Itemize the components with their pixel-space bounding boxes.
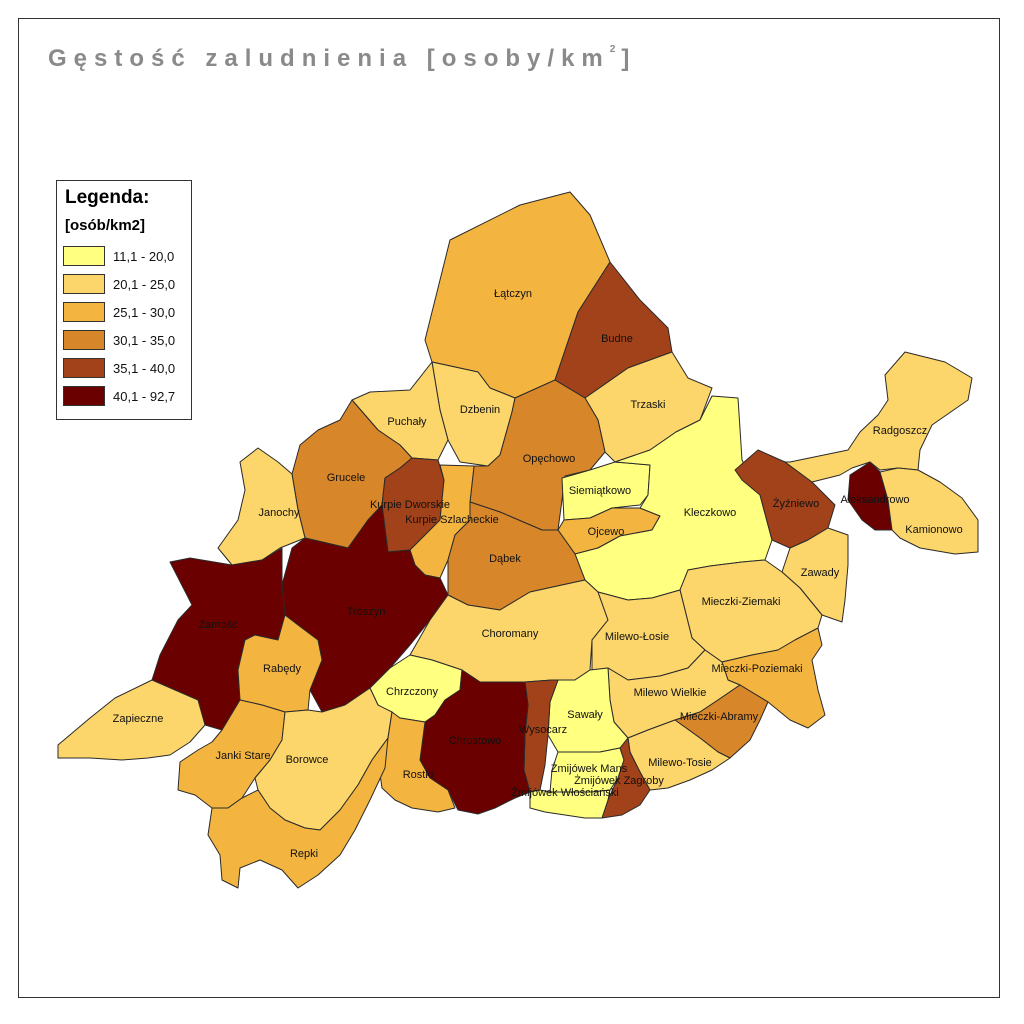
legend-label: 20,1 - 25,0 [113, 276, 176, 292]
legend-item: 30,1 - 35,0 [63, 326, 185, 354]
legend-label: 11,1 - 20,0 [113, 248, 175, 264]
legend-item: 11,1 - 20,0 [63, 242, 185, 270]
region-polygon [177, 699, 286, 809]
region-label: Kurpie Szlacheckie [405, 514, 499, 526]
region-label: Dąbek [489, 553, 521, 565]
legend-swatch [63, 274, 105, 294]
region-label: Janki Stare [215, 750, 270, 762]
legend-swatch [63, 302, 105, 322]
region-label: Żyźniewo [773, 497, 819, 510]
legend-swatch [63, 358, 105, 378]
region-label: Radgoszcz [873, 425, 927, 437]
region-polygon [217, 447, 306, 566]
region-polygon [57, 679, 206, 761]
region-label: Kleczkowo [684, 507, 737, 519]
region-label: Chrzczony [386, 686, 438, 698]
region-label: Ojcewo [588, 526, 625, 538]
legend-swatch [63, 330, 105, 350]
region-label: Żmijówek Włościański [511, 786, 619, 799]
region-polygon [879, 467, 979, 555]
legend-label: 30,1 - 35,0 [113, 332, 176, 348]
region-polygon [549, 747, 625, 793]
legend-label: 35,1 - 40,0 [113, 360, 176, 376]
region-label: Żmijówek Mans [551, 762, 628, 775]
region-label: Wysocarz [519, 724, 567, 736]
legend-title: Legenda: [65, 187, 150, 208]
legend: Legenda: [osób/km2] 11,1 - 20,0 20,1 - 25… [56, 180, 192, 420]
region-label: Siemiątkowo [569, 485, 631, 497]
region-polygon [529, 789, 611, 819]
legend-item: 35,1 - 40,0 [63, 354, 185, 382]
region-label: Sawały [567, 709, 603, 721]
region-label: Kurpie Dworskie [370, 499, 450, 511]
region-label: Grucele [327, 472, 366, 484]
region-label: Borowce [286, 754, 329, 766]
region-label: Troszyn [347, 606, 386, 618]
map-title-superscript: 2 [609, 44, 616, 55]
region-label: Mieczki-Poziemaki [711, 663, 802, 675]
region-label: Rostki [403, 769, 434, 781]
region-polygon [601, 737, 651, 819]
legend-unit: [osób/km2] [65, 217, 146, 234]
region-label: Zamość [198, 619, 238, 631]
legend-item: 25,1 - 30,0 [63, 298, 185, 326]
legend-swatch [63, 246, 105, 266]
region-label: Repki [290, 848, 318, 860]
region-label: Zawady [801, 567, 840, 579]
region-label: Milewo-Łosie [605, 631, 669, 643]
map-title-end: ] [621, 45, 637, 72]
region-polygon [377, 711, 456, 813]
regions-layer [57, 191, 979, 889]
region-label: Milewo-Tosie [648, 757, 712, 769]
region-label: Łątczyn [494, 288, 532, 300]
legend-item: 40,1 - 92,7 [63, 382, 185, 410]
region-label: Żmijówek Zagroby [574, 774, 664, 787]
region-label: Milewo Wielkie [634, 687, 707, 699]
region-label: Trzaski [630, 399, 665, 411]
region-label: Mieczki-Ziemaki [702, 596, 781, 608]
map-frame [18, 18, 1000, 998]
region-polygon [207, 737, 389, 889]
region-label: Mieczki-Abramy [680, 711, 759, 723]
labels-layer: Łątczyn Budne Trzaski Dzbenin Puchały Opęchow… [113, 288, 963, 860]
region-polygon [784, 351, 973, 483]
region-label: Rabędy [263, 663, 301, 675]
region-label: Chrostowo [449, 735, 502, 747]
region-label: Janochy [259, 507, 300, 519]
region-label: Puchały [387, 416, 427, 428]
region-label: Opęchowo [523, 453, 576, 465]
legend-item: 20,1 - 25,0 [63, 270, 185, 298]
legend-swatch [63, 386, 105, 406]
region-label: Zapieczne [113, 713, 164, 725]
map-title-text: Gęstość zaludnienia [osoby/km [48, 45, 610, 72]
legend-label: 25,1 - 30,0 [113, 304, 176, 320]
region-label: Kamionowo [905, 524, 962, 536]
legend-label: 40,1 - 92,7 [113, 388, 176, 404]
region-label: Choromany [482, 628, 539, 640]
region-label: Budne [601, 333, 633, 345]
region-label: Aleksandrowo [840, 494, 909, 506]
legend-rows: 11,1 - 20,0 20,1 - 25,0 25,1 - 30,0 30,1 - … [63, 242, 185, 410]
map-title: Gęstość zaludnienia [osoby/km2] [48, 44, 636, 73]
region-label: Dzbenin [460, 404, 500, 416]
